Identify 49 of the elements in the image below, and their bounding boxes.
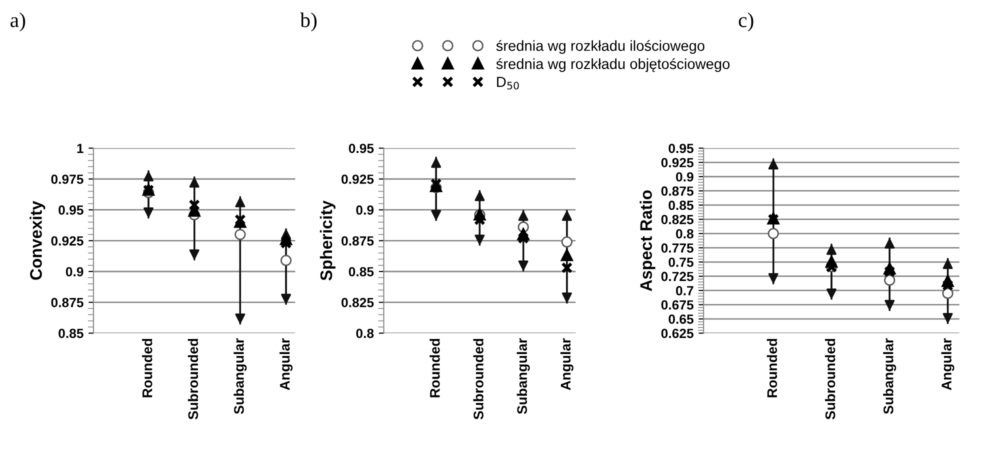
x-tick-label: Rounded	[142, 338, 152, 398]
y-tick-label: 0.675	[661, 300, 694, 310]
chart-title: b)	[300, 12, 317, 32]
y-tick-label: 0.775	[661, 243, 694, 253]
x-tick-label: Angular	[941, 338, 954, 390]
x-tick-label: Subangular	[234, 338, 247, 414]
legend-label: D$_{50}$	[497, 76, 519, 90]
x-tick-label: Subangular	[883, 338, 896, 414]
y-tick-label: 0.825	[342, 298, 374, 308]
y-axis-title: Sphericity	[320, 200, 336, 280]
x-tick-label: Subrounded	[188, 338, 198, 420]
x-tick-label: Subrounded	[825, 338, 836, 420]
y-tick-label: 0.975	[51, 174, 84, 184]
y-tick-label: 1	[77, 144, 84, 153]
x-tick-label: Subrounded	[473, 338, 484, 420]
y-tick-label: 0.925	[51, 236, 84, 246]
y-tick-label: 0.925	[342, 174, 374, 184]
y-tick-label: 0.825	[661, 214, 694, 224]
y-tick-label: 0.8	[676, 229, 694, 238]
y-tick-label: 0.9	[676, 172, 694, 182]
chart-title: c)	[738, 12, 754, 32]
y-tick-label: 0.85	[668, 200, 694, 210]
y-tick-label: 0.875	[342, 236, 374, 246]
x-tick-label: Subangular	[516, 338, 530, 414]
y-tick-label: 0.85	[58, 328, 84, 338]
y-tick-label: 0.625	[661, 328, 694, 338]
y-tick-label: 0.75	[668, 258, 694, 267]
y-tick-label: 0.9	[66, 267, 84, 276]
x-tick-label: Angular	[280, 338, 293, 390]
y-tick-label: 0.925	[661, 158, 694, 168]
y-tick-label: 0.9	[356, 205, 374, 215]
x-tick-label: Angular	[560, 338, 574, 390]
y-tick-label: 0.85	[348, 267, 374, 276]
y-axis-title: Aspect Ratio	[640, 190, 656, 292]
y-tick-label: 0.65	[668, 314, 694, 324]
y-tick-label: 0.95	[58, 205, 84, 215]
y-tick-label: 0.875	[661, 186, 694, 196]
chart-title: a)	[10, 12, 26, 32]
y-tick-label: 0.95	[668, 144, 694, 154]
legend-label: średnia wg rozkładu objętościowego	[496, 58, 730, 72]
y-tick-label: 0.725	[661, 272, 694, 282]
y-tick-label: 0.95	[348, 144, 374, 154]
y-axis-title: Convexity	[30, 200, 46, 280]
y-tick-label: 0.875	[51, 298, 84, 308]
y-tick-label: 0.8	[356, 328, 374, 338]
x-tick-label: Rounded	[430, 338, 440, 398]
legend-label: średnia wg rozkładu ilościowego	[496, 40, 704, 54]
y-tick-label: 0.7	[676, 286, 694, 296]
x-tick-label: Rounded	[766, 338, 778, 398]
